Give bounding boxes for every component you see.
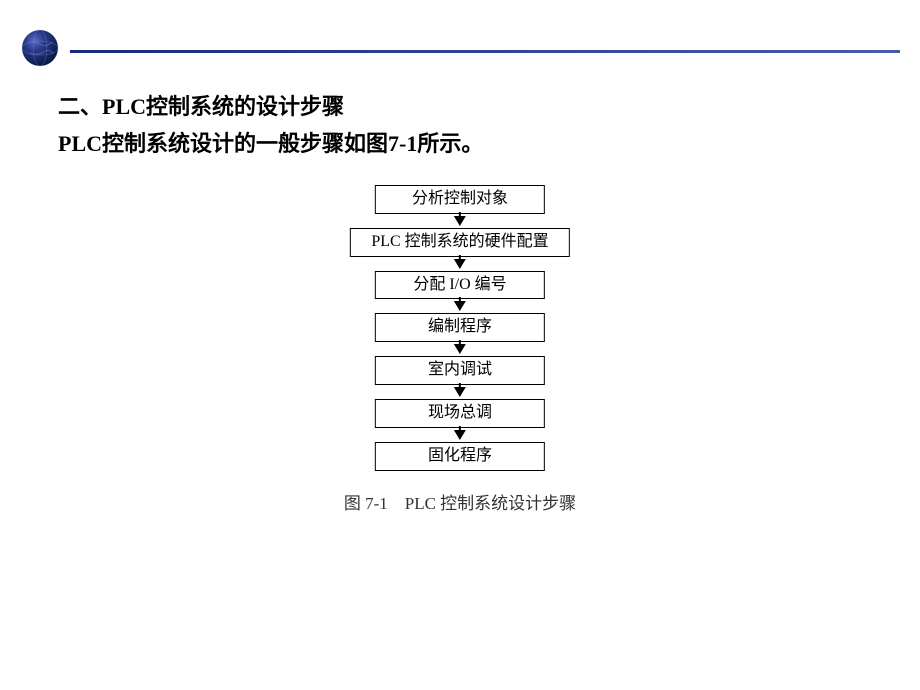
- slide-container: 二、PLC控制系统的设计步骤 PLC控制系统设计的一般步骤如图7-1所示。 分析…: [0, 0, 920, 690]
- arrow-icon: [454, 259, 466, 269]
- arrow-icon: [454, 216, 466, 226]
- flow-step-2: PLC 控制系统的硬件配置: [350, 228, 570, 257]
- content-area: 二、PLC控制系统的设计步骤 PLC控制系统设计的一般步骤如图7-1所示。: [58, 90, 880, 160]
- globe-icon: [20, 28, 60, 68]
- flowchart-caption: 图 7-1 PLC 控制系统设计步骤: [344, 489, 576, 514]
- flow-step-5: 室内调试: [375, 356, 545, 385]
- section-heading: 二、PLC控制系统的设计步骤: [58, 90, 880, 123]
- header-divider: [70, 50, 900, 53]
- arrow-icon: [454, 387, 466, 397]
- arrow-icon: [454, 344, 466, 354]
- arrow-icon: [454, 430, 466, 440]
- flow-step-7: 固化程序: [375, 442, 545, 471]
- flow-step-6: 现场总调: [375, 399, 545, 428]
- flow-step-4: 编制程序: [375, 313, 545, 342]
- section-subheading: PLC控制系统设计的一般步骤如图7-1所示。: [58, 127, 880, 160]
- arrow-icon: [454, 301, 466, 311]
- flow-step-3: 分配 I/O 编号: [375, 271, 545, 300]
- flow-step-1: 分析控制对象: [375, 185, 545, 214]
- flowchart: 分析控制对象 PLC 控制系统的硬件配置 分配 I/O 编号 编制程序 室内调试…: [344, 185, 576, 514]
